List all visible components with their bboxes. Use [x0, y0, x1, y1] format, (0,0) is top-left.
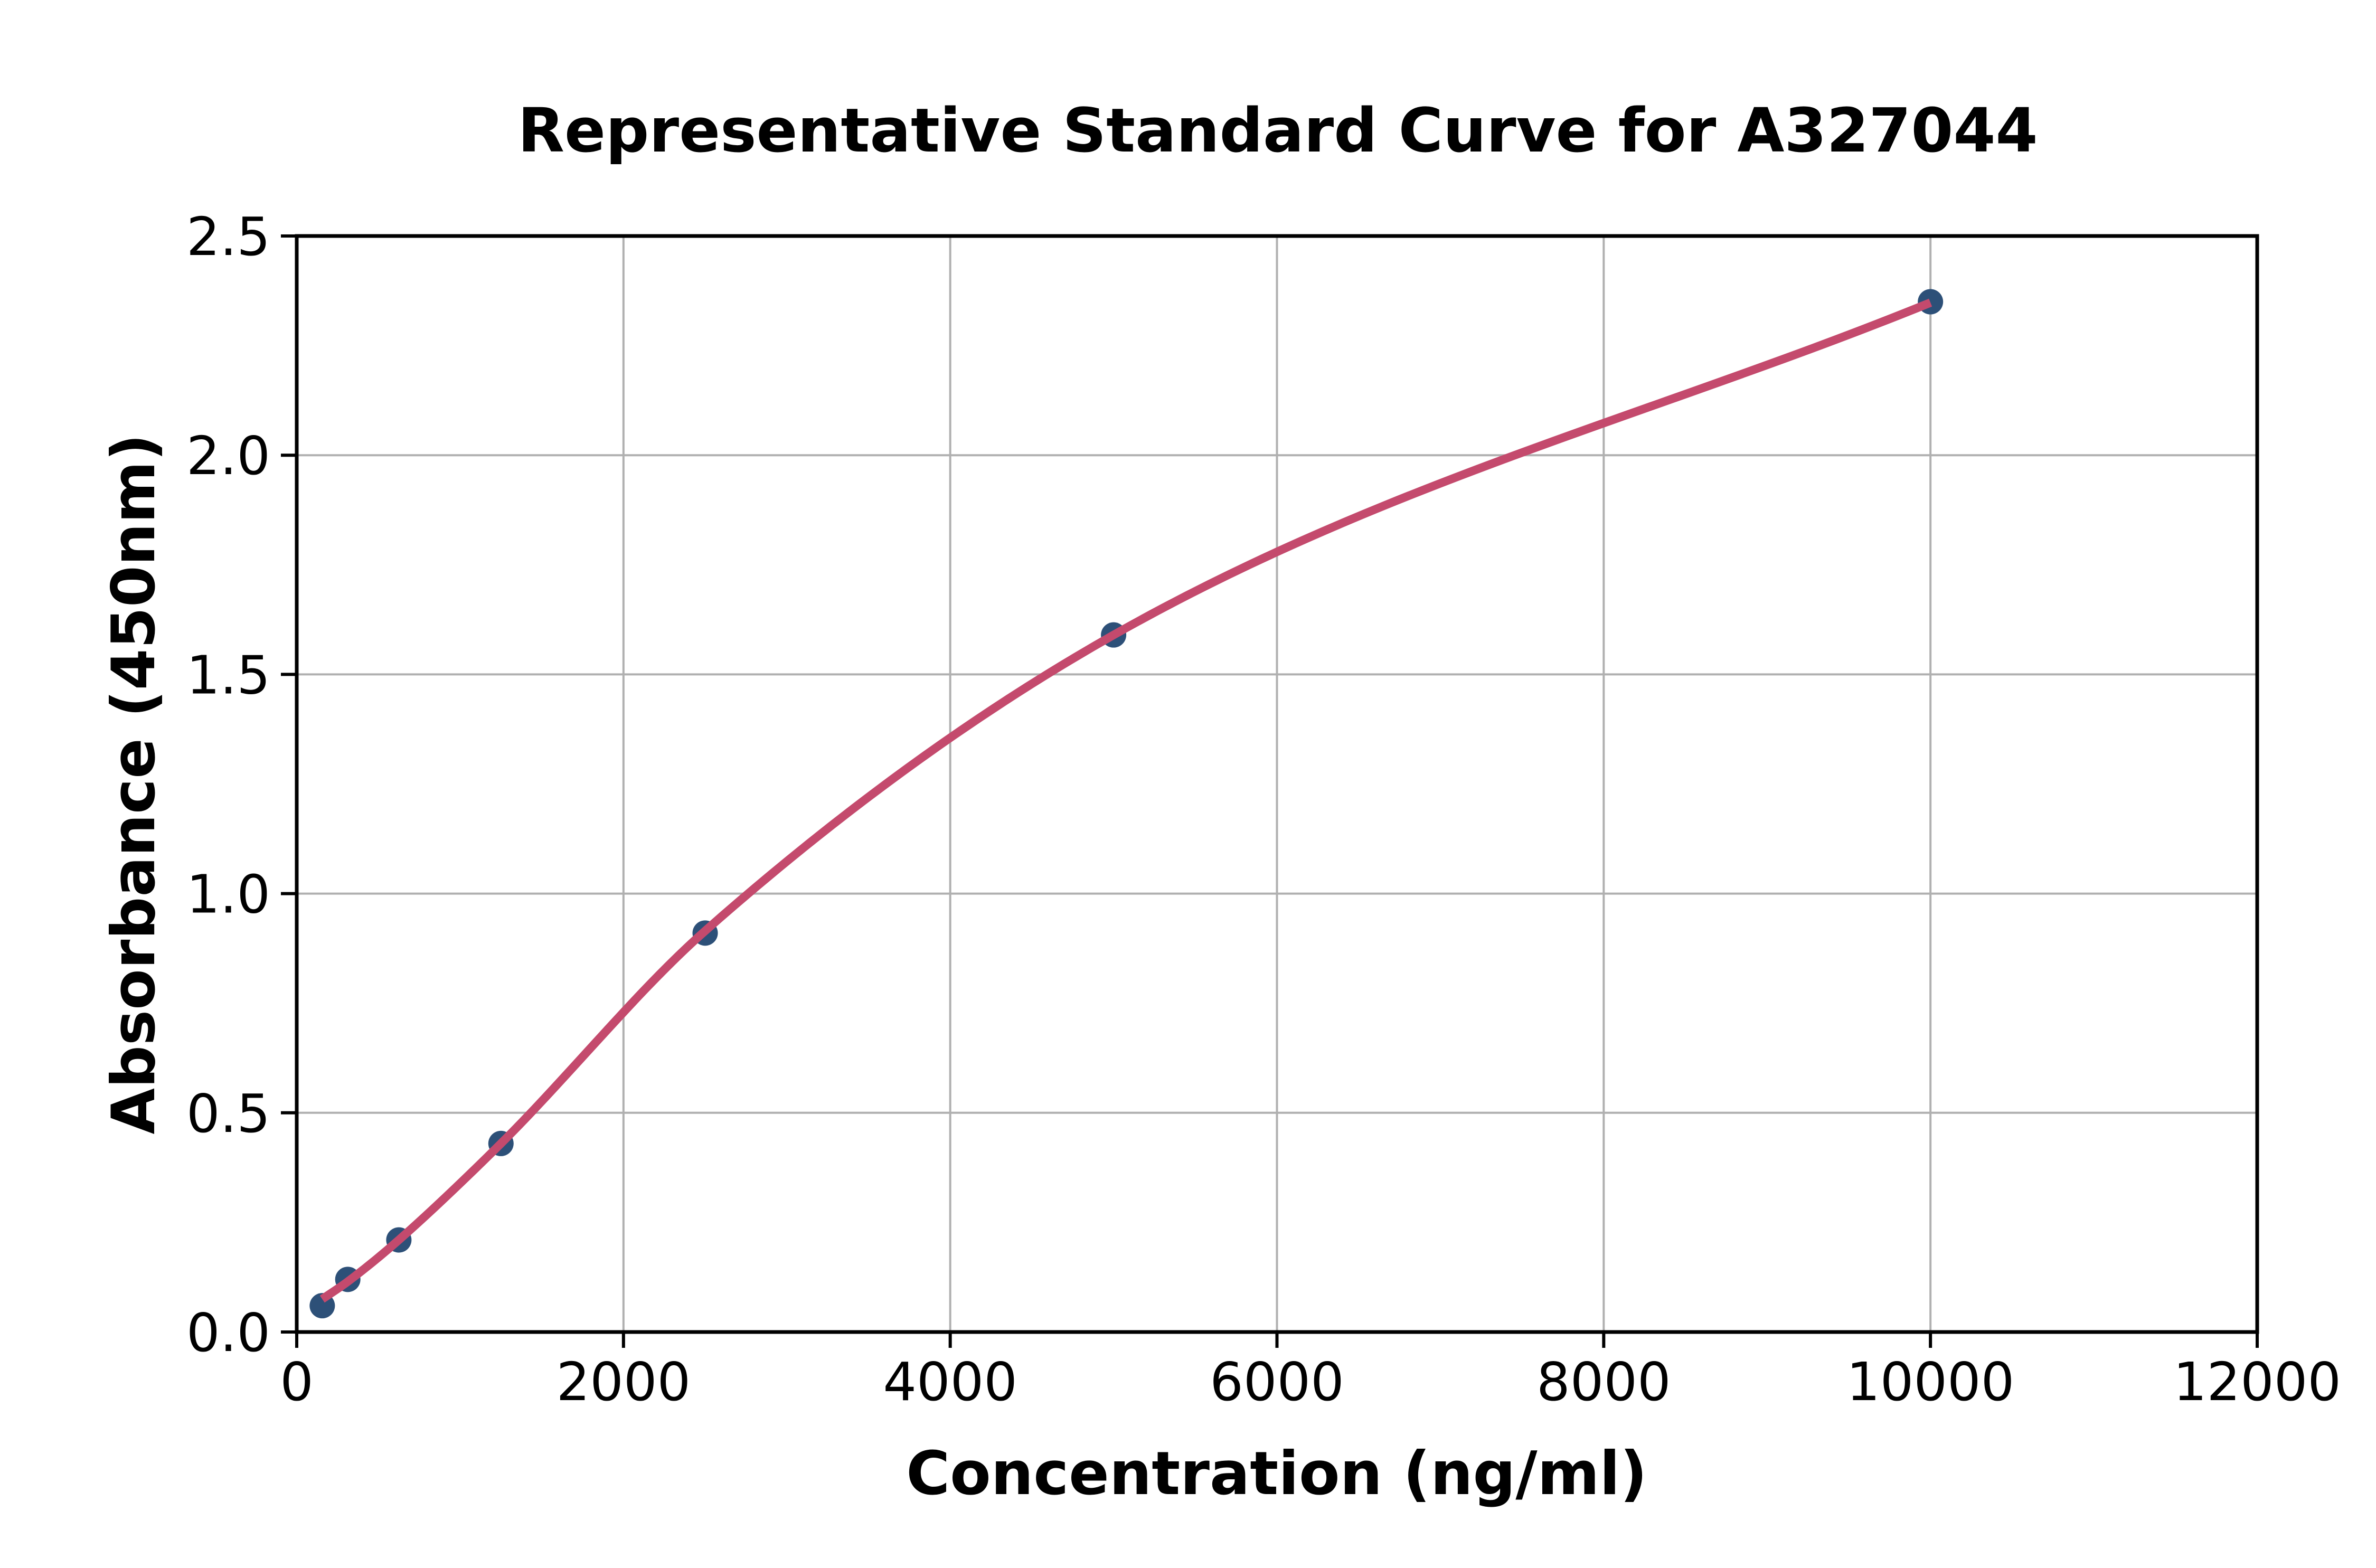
chart-title: Representative Standard Curve for A32704… [518, 96, 2038, 166]
y-tick-label: 0.0 [186, 1302, 270, 1364]
x-tick-label: 8000 [1536, 1351, 1671, 1413]
tick-layer: 0 2000 4000 6000 8000 10000 12000 0.0 0.5 1.0 1.5 2… [186, 206, 2341, 1413]
y-tick-label: 2.0 [186, 425, 270, 487]
data-points-layer [309, 289, 1944, 1319]
x-tick-label: 2000 [557, 1351, 691, 1413]
fit-curve-line [319, 298, 1932, 1303]
x-tick-label: 6000 [1210, 1351, 1344, 1413]
x-tick-label: 10000 [1846, 1351, 2014, 1413]
y-tick-label: 1.5 [186, 644, 270, 706]
x-tick-label: 4000 [883, 1351, 1017, 1413]
grid-layer [297, 236, 2257, 1332]
x-tick-label: 0 [280, 1351, 314, 1413]
y-tick-label: 1.0 [186, 864, 270, 925]
y-tick-label: 2.5 [186, 206, 270, 268]
y-axis-label: Absorbance (450nm) [99, 434, 168, 1135]
y-tick-label: 0.5 [186, 1083, 270, 1145]
x-axis-label: Concentration (ng/ml) [906, 1439, 1647, 1508]
x-tick-label: 12000 [2173, 1351, 2341, 1413]
